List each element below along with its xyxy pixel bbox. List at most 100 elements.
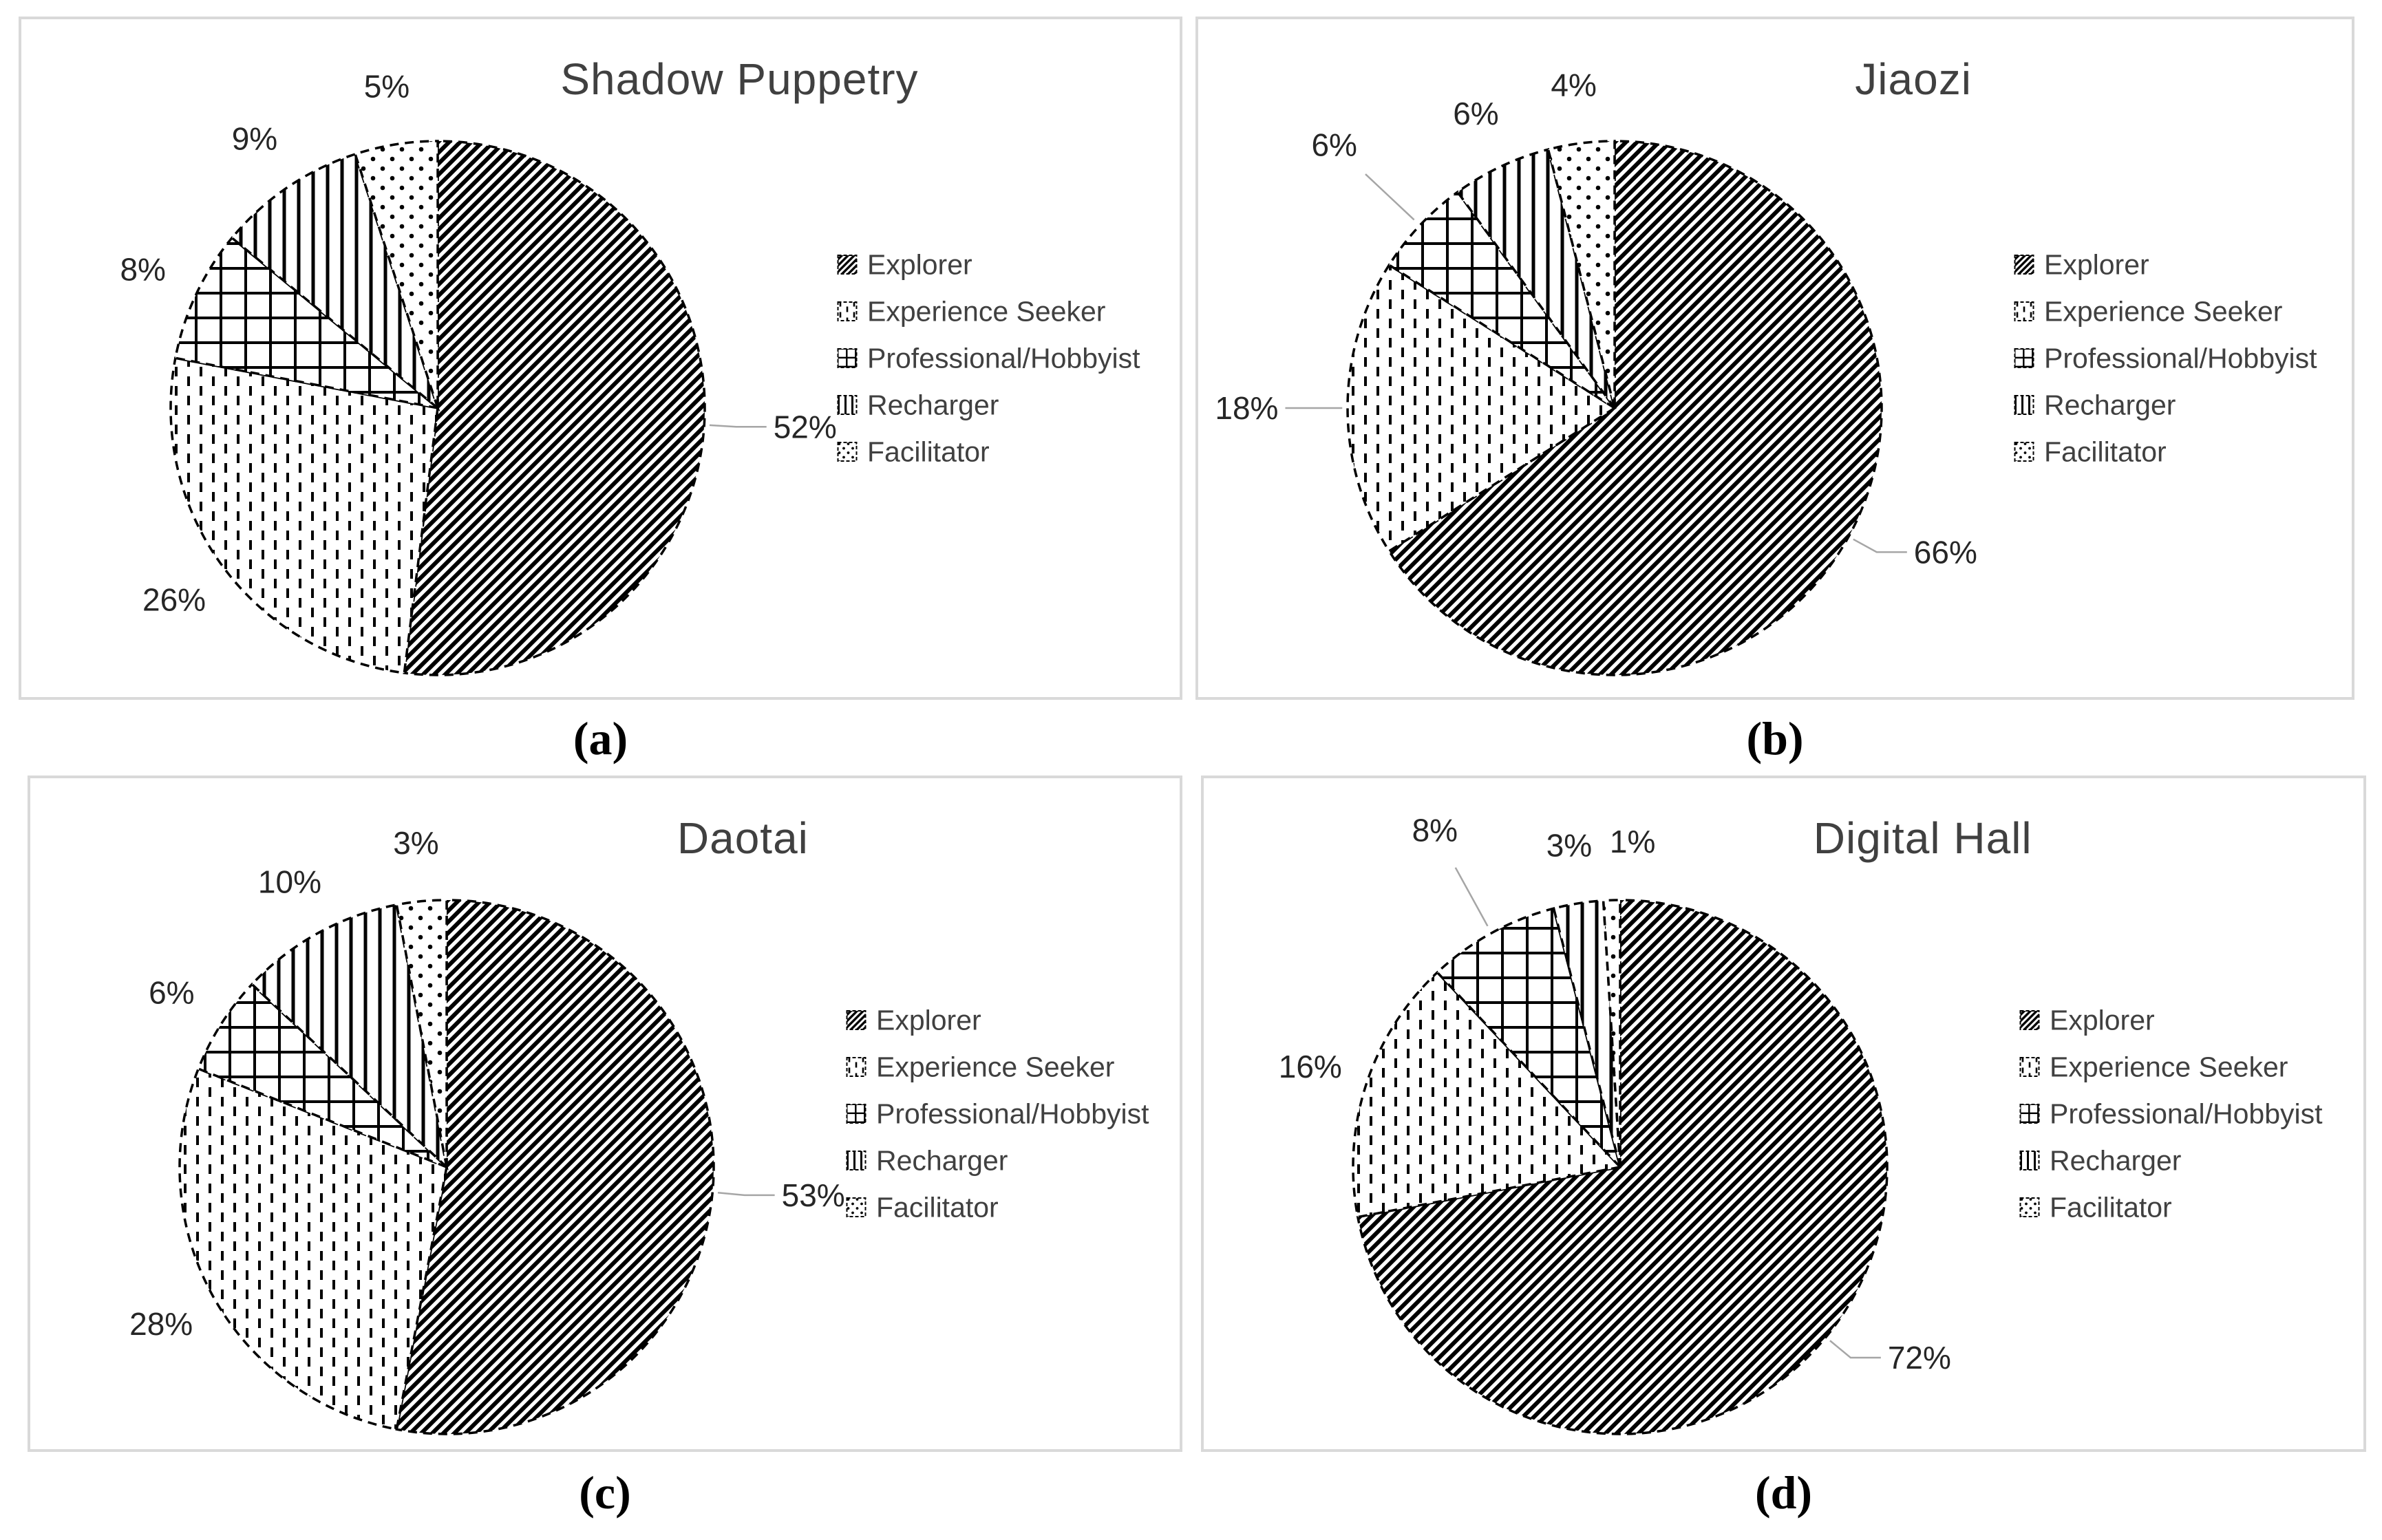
pie-slice-facilitator [1546, 140, 1616, 409]
percent-label-professional-hobbyist: 8% [1412, 812, 1458, 848]
panel-caption: (b) [1746, 712, 1804, 764]
pie-slice-recharger [230, 152, 440, 412]
chart-title: Daotai [677, 813, 809, 863]
percent-label-experience-seeker: 28% [129, 1306, 193, 1342]
pie-slice-professional-hobbyist [173, 236, 439, 409]
pie-slice-recharger [1552, 899, 1621, 1168]
legend-swatch-explorer-icon [2019, 1010, 2040, 1030]
pie-slice-recharger [1456, 148, 1616, 409]
chart-title: Digital Hall [1813, 813, 2032, 863]
legend-label-experience-seeker: Experience Seeker [2050, 1051, 2288, 1082]
pie-chart: 66% 18% 6% 6% 4% [1215, 67, 1977, 676]
chart-legend: Explorer Experience Seeker Professional/Ho… [2019, 1004, 2323, 1223]
legend-swatch-experience-seeker-icon [2014, 301, 2034, 321]
panel-caption: (a) [573, 712, 628, 764]
legend-swatch-experience-seeker-icon [846, 1057, 866, 1077]
percent-label-recharger: 3% [1546, 828, 1592, 864]
leader-line-explorer [717, 1191, 775, 1197]
percent-label-experience-seeker: 26% [142, 581, 206, 617]
panel-caption: (d) [1754, 1466, 1813, 1519]
pie-slice-professional-hobbyist [1387, 190, 1616, 409]
legend-item-professional-hobbyist: Professional/Hobbyist [846, 1098, 1149, 1130]
percent-label-recharger: 10% [258, 864, 321, 899]
legend-label-explorer: Explorer [876, 1004, 981, 1036]
legend-item-experience-seeker: Experience Seeker [837, 295, 1140, 328]
percent-label-professional-hobbyist: 6% [149, 974, 194, 1010]
legend-label-facilitator: Facilitator [2050, 1191, 2172, 1223]
legend-item-facilitator: Facilitator [846, 1191, 1149, 1223]
chart-panel-d: Digital Hall 72% 16% 8% 3% 1% Explorer Experi… [1201, 776, 2366, 1452]
leader-line-explorer [709, 424, 767, 428]
legend-item-professional-hobbyist: Professional/Hobbyist [2019, 1098, 2323, 1130]
percent-label-explorer: 72% [1888, 1340, 1951, 1376]
legend-label-explorer: Explorer [2050, 1004, 2155, 1036]
legend-label-recharger: Recharger [2044, 389, 2176, 420]
chart-legend: Explorer Experience Seeker Professional/Ho… [846, 1004, 1149, 1223]
legend-item-facilitator: Facilitator [2019, 1191, 2323, 1223]
legend-label-explorer: Explorer [2044, 248, 2149, 280]
pie-chart: 52% 26% 8% 9% 5% [120, 69, 837, 676]
pie-slice-professional-hobbyist [1435, 907, 1621, 1168]
pie-slice-facilitator [353, 140, 439, 409]
percent-label-experience-seeker: 18% [1215, 390, 1278, 426]
legend-swatch-explorer-icon [846, 1010, 866, 1030]
chart-panel-a: Shadow Puppetry 52% 26% 8% 9% 5% Explorer Exp… [19, 17, 1182, 700]
pie-slice-experience-seeker [1352, 970, 1623, 1219]
percent-label-explorer: 53% [782, 1177, 845, 1213]
pie-slice-professional-hobbyist [196, 982, 448, 1168]
legend-swatch-facilitator-icon [2014, 442, 2034, 462]
legend-swatch-facilitator-icon [837, 442, 858, 462]
legend-item-explorer: Explorer [846, 1004, 1149, 1036]
legend-swatch-recharger-icon [2019, 1151, 2040, 1170]
chart-panel-b: Jiaozi 66% 18% 6% 6% 4% Explorer Experience S… [1195, 17, 2354, 700]
legend-swatch-explorer-icon [837, 255, 858, 275]
percent-label-facilitator: 4% [1551, 67, 1596, 103]
percent-label-explorer: 66% [1914, 534, 1977, 570]
percent-label-recharger: 6% [1453, 96, 1498, 131]
legend-swatch-recharger-icon [846, 1151, 866, 1170]
percent-label-facilitator: 5% [364, 69, 410, 105]
legend-item-experience-seeker: Experience Seeker [2014, 295, 2317, 328]
chart-title: Jiaozi [1855, 54, 1972, 104]
legend-label-recharger: Recharger [2050, 1144, 2182, 1176]
legend-swatch-professional-hobbyist-icon [2019, 1104, 2040, 1124]
percent-label-professional-hobbyist: 6% [1311, 127, 1357, 163]
pie-slice-explorer [395, 899, 715, 1435]
pie-chart: 72% 16% 8% 3% 1% [1279, 812, 1951, 1435]
leader-line-professional-hobbyist [1454, 867, 1489, 927]
legend-item-professional-hobbyist: Professional/Hobbyist [2014, 342, 2317, 374]
leader-line-explorer [1829, 1340, 1881, 1359]
pie-slice-experience-seeker [169, 356, 439, 674]
legend-item-facilitator: Facilitator [837, 436, 1140, 468]
legend-swatch-facilitator-icon [2019, 1197, 2040, 1217]
legend-label-facilitator: Facilitator [2044, 436, 2167, 467]
pie-slice-explorer [1387, 140, 1883, 676]
legend-swatch-recharger-icon [837, 395, 858, 415]
legend-swatch-professional-hobbyist-icon [837, 348, 858, 368]
percent-label-explorer: 52% [774, 409, 837, 445]
legend-label-facilitator: Facilitator [876, 1191, 999, 1223]
legend-label-facilitator: Facilitator [867, 436, 990, 467]
legend-item-recharger: Recharger [2019, 1144, 2323, 1177]
leader-line-professional-hobbyist [1365, 173, 1415, 221]
pie-slice-explorer [403, 140, 706, 676]
percent-label-facilitator: 3% [393, 825, 438, 861]
legend-swatch-experience-seeker-icon [837, 301, 858, 321]
chart-panel-c: Daotai 53% 28% 6% 10% 3% Explorer Experience … [28, 776, 1182, 1452]
pie-chart: 53% 28% 6% 10% 3% [129, 825, 845, 1435]
legend-swatch-explorer-icon [2014, 255, 2034, 275]
legend-swatch-recharger-icon [2014, 395, 2034, 415]
legend-item-experience-seeker: Experience Seeker [846, 1051, 1149, 1083]
legend-swatch-facilitator-icon [846, 1197, 866, 1217]
legend-swatch-experience-seeker-icon [2019, 1057, 2040, 1077]
pie-slice-recharger [250, 903, 449, 1170]
leader-line-explorer [1853, 538, 1907, 553]
legend-item-experience-seeker: Experience Seeker [2019, 1051, 2323, 1083]
pie-slice-facilitator [1602, 899, 1621, 1168]
legend-label-explorer: Explorer [867, 248, 972, 280]
legend-swatch-professional-hobbyist-icon [2014, 348, 2034, 368]
legend-label-professional-hobbyist: Professional/Hobbyist [2044, 342, 2317, 374]
percent-label-professional-hobbyist: 8% [120, 252, 165, 288]
chart-legend: Explorer Experience Seeker Professional/Ho… [837, 248, 1140, 468]
legend-label-experience-seeker: Experience Seeker [2044, 295, 2283, 327]
